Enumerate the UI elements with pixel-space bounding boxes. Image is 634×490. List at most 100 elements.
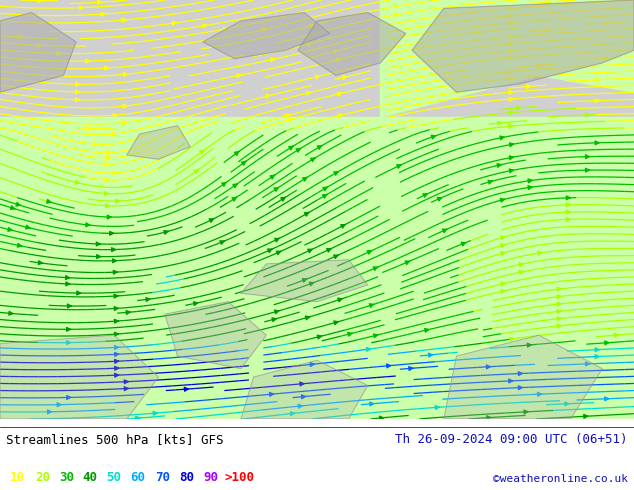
FancyArrowPatch shape — [304, 212, 309, 216]
FancyArrowPatch shape — [425, 328, 429, 332]
FancyArrowPatch shape — [347, 332, 352, 336]
FancyArrowPatch shape — [306, 316, 310, 320]
FancyArrowPatch shape — [370, 304, 374, 307]
FancyArrowPatch shape — [266, 95, 270, 98]
FancyArrowPatch shape — [242, 161, 246, 165]
FancyArrowPatch shape — [113, 270, 117, 274]
FancyArrowPatch shape — [437, 197, 442, 201]
FancyArrowPatch shape — [232, 197, 236, 201]
FancyArrowPatch shape — [509, 169, 514, 173]
FancyArrowPatch shape — [115, 345, 119, 349]
FancyArrowPatch shape — [614, 333, 618, 337]
FancyArrowPatch shape — [509, 70, 513, 74]
Text: >100: >100 — [224, 471, 254, 484]
FancyArrowPatch shape — [57, 51, 61, 55]
FancyArrowPatch shape — [115, 359, 119, 363]
FancyArrowPatch shape — [67, 341, 70, 344]
FancyArrowPatch shape — [478, 30, 482, 34]
FancyArrowPatch shape — [301, 395, 306, 399]
FancyArrowPatch shape — [508, 379, 513, 383]
Polygon shape — [298, 13, 406, 75]
FancyArrowPatch shape — [307, 249, 313, 253]
FancyArrowPatch shape — [340, 224, 346, 228]
FancyArrowPatch shape — [271, 58, 275, 62]
FancyArrowPatch shape — [200, 150, 204, 154]
FancyArrowPatch shape — [380, 416, 384, 420]
FancyArrowPatch shape — [373, 334, 378, 338]
FancyArrowPatch shape — [333, 172, 339, 175]
FancyArrowPatch shape — [435, 406, 439, 410]
FancyArrowPatch shape — [315, 75, 320, 79]
FancyArrowPatch shape — [262, 28, 267, 32]
FancyArrowPatch shape — [107, 150, 112, 154]
FancyArrowPatch shape — [509, 56, 514, 60]
FancyArrowPatch shape — [387, 364, 391, 368]
FancyArrowPatch shape — [334, 321, 339, 325]
FancyArrowPatch shape — [46, 199, 51, 203]
FancyArrowPatch shape — [509, 124, 513, 128]
FancyArrowPatch shape — [605, 21, 609, 25]
FancyArrowPatch shape — [370, 402, 374, 406]
FancyArrowPatch shape — [220, 241, 224, 245]
FancyArrowPatch shape — [488, 180, 493, 184]
FancyArrowPatch shape — [126, 311, 130, 315]
FancyArrowPatch shape — [112, 248, 115, 251]
FancyArrowPatch shape — [501, 236, 505, 240]
FancyArrowPatch shape — [338, 298, 342, 302]
FancyArrowPatch shape — [527, 343, 531, 347]
FancyArrowPatch shape — [487, 416, 491, 419]
Text: Streamlines 500 hPa [kts] GFS: Streamlines 500 hPa [kts] GFS — [6, 433, 224, 446]
FancyArrowPatch shape — [309, 282, 314, 286]
FancyArrowPatch shape — [585, 362, 590, 366]
FancyArrowPatch shape — [48, 410, 51, 414]
FancyArrowPatch shape — [509, 49, 514, 53]
FancyArrowPatch shape — [113, 171, 117, 175]
FancyArrowPatch shape — [202, 24, 207, 28]
FancyArrowPatch shape — [146, 297, 150, 301]
FancyArrowPatch shape — [106, 204, 110, 208]
FancyArrowPatch shape — [333, 255, 339, 259]
Polygon shape — [127, 126, 190, 159]
FancyArrowPatch shape — [486, 365, 491, 369]
FancyArrowPatch shape — [605, 397, 609, 401]
FancyArrowPatch shape — [105, 66, 108, 70]
FancyArrowPatch shape — [500, 136, 504, 140]
FancyArrowPatch shape — [517, 106, 521, 110]
FancyArrowPatch shape — [323, 195, 327, 198]
Polygon shape — [412, 0, 634, 92]
FancyArrowPatch shape — [367, 251, 372, 254]
FancyArrowPatch shape — [164, 230, 168, 234]
Text: 60: 60 — [131, 471, 146, 484]
FancyArrowPatch shape — [98, 0, 101, 4]
FancyArrowPatch shape — [298, 404, 302, 408]
FancyArrowPatch shape — [113, 259, 117, 263]
FancyArrowPatch shape — [270, 175, 275, 179]
FancyArrowPatch shape — [566, 203, 571, 207]
Polygon shape — [203, 13, 330, 59]
FancyArrowPatch shape — [557, 317, 561, 321]
FancyArrowPatch shape — [509, 76, 513, 80]
Polygon shape — [380, 0, 634, 117]
FancyArrowPatch shape — [276, 251, 281, 255]
Text: 40: 40 — [82, 471, 98, 484]
FancyArrowPatch shape — [509, 97, 513, 101]
FancyArrowPatch shape — [25, 225, 30, 229]
FancyArrowPatch shape — [184, 387, 188, 391]
FancyArrowPatch shape — [546, 28, 550, 32]
FancyArrowPatch shape — [509, 14, 514, 18]
FancyArrowPatch shape — [497, 164, 501, 167]
Polygon shape — [241, 260, 368, 302]
FancyArrowPatch shape — [153, 411, 157, 415]
FancyArrowPatch shape — [509, 21, 514, 25]
FancyArrowPatch shape — [8, 227, 12, 231]
FancyArrowPatch shape — [519, 372, 522, 375]
FancyArrowPatch shape — [501, 251, 505, 255]
FancyArrowPatch shape — [409, 367, 413, 370]
FancyArrowPatch shape — [528, 186, 532, 190]
FancyArrowPatch shape — [538, 251, 542, 255]
FancyArrowPatch shape — [306, 91, 311, 95]
FancyArrowPatch shape — [94, 142, 98, 146]
FancyArrowPatch shape — [461, 242, 466, 246]
FancyArrowPatch shape — [124, 73, 127, 76]
Polygon shape — [0, 13, 76, 92]
